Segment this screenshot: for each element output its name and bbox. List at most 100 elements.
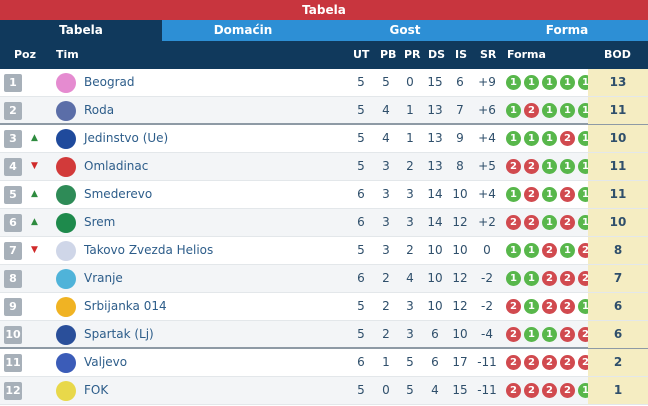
stat-ut: 5: [357, 103, 365, 117]
stat-ut: 5: [357, 383, 365, 397]
form-loss-badge: 2: [506, 159, 521, 174]
team-logo-icon: [56, 185, 76, 205]
team-name-link[interactable]: Vranje: [84, 271, 123, 285]
header-pb[interactable]: PB: [380, 48, 397, 61]
table-row[interactable]: 6 ▲ Srem 6 3 3 14 12 +2 2 2 1 2 1 10: [0, 209, 648, 237]
stat-ds: 10: [427, 271, 443, 285]
stat-pb: 2: [382, 271, 390, 285]
team-name-link[interactable]: Spartak (Lj): [84, 327, 154, 341]
team-name-link[interactable]: Beograd: [84, 75, 135, 89]
form-loss-badge: 2: [506, 215, 521, 230]
stat-pb: 3: [382, 187, 390, 201]
stat-ut: 6: [357, 355, 365, 369]
team-logo-icon: [56, 157, 76, 177]
form-win-badge: 1: [524, 243, 539, 258]
points-value: 8: [588, 237, 648, 264]
team-name-link[interactable]: FOK: [84, 383, 109, 397]
table-row[interactable]: 9 Srbijanka 014 5 2 3 10 12 -2 2 1 2 2 1 6: [0, 293, 648, 321]
team-logo-icon: [56, 325, 76, 345]
team-name-link[interactable]: Valjevo: [84, 355, 128, 369]
team-logo-icon: [56, 353, 76, 373]
form-win-badge: 1: [542, 75, 557, 90]
tab-tabela[interactable]: Tabela: [0, 20, 162, 41]
position-badge: 11: [4, 354, 22, 372]
form-win-badge: 1: [542, 131, 557, 146]
form-win-badge: 1: [542, 159, 557, 174]
stat-ds: 14: [427, 215, 443, 229]
position-badge: 1: [4, 74, 22, 92]
form-loss-badge: 2: [560, 271, 575, 286]
stat-is: 8: [456, 159, 464, 173]
stat-is: 7: [456, 103, 464, 117]
stat-pb: 3: [382, 159, 390, 173]
team-name-link[interactable]: Roda: [84, 103, 115, 117]
standings-table: 1 Beograd 5 5 0 15 6 +9 1 1 1 1 1 13 2 Roda 5 4 1 13 7 +6 1 2 1 1…: [0, 69, 648, 405]
table-row[interactable]: 7 ▼ Takovo Zvezda Helios 5 3 2 10 10 0 1 1 2 1 2 8: [0, 237, 648, 265]
stat-ut: 5: [357, 75, 365, 89]
stat-pr: 3: [406, 215, 414, 229]
table-row[interactable]: 1 Beograd 5 5 0 15 6 +9 1 1 1 1 1 13: [0, 69, 648, 97]
header-bod[interactable]: BOD: [604, 48, 631, 61]
team-name-link[interactable]: Smederevo: [84, 187, 153, 201]
team-logo-icon: [56, 241, 76, 261]
table-row[interactable]: 5 ▲ Smederevo 6 3 3 14 10 +4 1 2 1 2 1 11: [0, 181, 648, 209]
table-row[interactable]: 11 Valjevo 6 1 5 6 17 -11 2 2 2 2 2 2: [0, 349, 648, 377]
team-name-link[interactable]: Omladinac: [84, 159, 149, 173]
trend-up-icon: ▲: [31, 217, 38, 227]
table-row[interactable]: 2 Roda 5 4 1 13 7 +6 1 2 1 1 1 11: [0, 97, 648, 125]
form-loss-badge: 2: [542, 299, 557, 314]
table-row[interactable]: 8 Vranje 6 2 4 10 12 -2 1 1 2 2 2 7: [0, 265, 648, 293]
form-win-badge: 1: [506, 187, 521, 202]
form-win-badge: 1: [524, 75, 539, 90]
form-loss-badge: 2: [524, 187, 539, 202]
stat-pb: 5: [382, 75, 390, 89]
table-row[interactable]: 4 ▼ Omladinac 5 3 2 13 8 +5 2 2 1 1 1 11: [0, 153, 648, 181]
stat-pb: 3: [382, 215, 390, 229]
stat-sr: +4: [478, 131, 496, 145]
form-loss-badge: 2: [542, 271, 557, 286]
header-forma[interactable]: Forma: [507, 48, 546, 61]
form-win-badge: 1: [542, 103, 557, 118]
tab-gost[interactable]: Gost: [324, 20, 486, 41]
stat-ut: 5: [357, 327, 365, 341]
form-loss-badge: 2: [506, 327, 521, 342]
team-logo-icon: [56, 101, 76, 121]
team-name-link[interactable]: Jedinstvo (Ue): [84, 131, 169, 145]
form-loss-badge: 2: [524, 103, 539, 118]
tab-forma[interactable]: Forma: [486, 20, 648, 41]
header-tim[interactable]: Tim: [56, 48, 79, 61]
position-badge: 7: [4, 242, 22, 260]
position-badge: 4: [4, 158, 22, 176]
header-sr[interactable]: SR: [480, 48, 497, 61]
stat-pb: 2: [382, 327, 390, 341]
stat-ds: 13: [427, 131, 443, 145]
stat-ds: 13: [427, 159, 443, 173]
table-row[interactable]: 10 Spartak (Lj) 5 2 3 6 10 -4 2 1 1 2 2 6: [0, 321, 648, 349]
stat-pr: 5: [406, 383, 414, 397]
team-logo-icon: [56, 129, 76, 149]
header-ut[interactable]: UT: [353, 48, 370, 61]
stat-pr: 3: [406, 327, 414, 341]
tab-domacin[interactable]: Domaćin: [162, 20, 324, 41]
form-win-badge: 1: [560, 75, 575, 90]
table-row[interactable]: 3 ▲ Jedinstvo (Ue) 5 4 1 13 9 +4 1 1 1 2 1 10: [0, 125, 648, 153]
stat-ut: 6: [357, 187, 365, 201]
header-poz[interactable]: Poz: [14, 48, 37, 61]
team-name-link[interactable]: Takovo Zvezda Helios: [84, 243, 214, 257]
team-logo-icon: [56, 297, 76, 317]
team-name-link[interactable]: Srem: [84, 215, 116, 229]
position-badge: 12: [4, 382, 22, 400]
header-ds[interactable]: DS: [428, 48, 446, 61]
table-header: Poz Tim UT PB PR DS IS SR Forma BOD: [0, 41, 648, 69]
stat-is: 6: [456, 75, 464, 89]
team-name-link[interactable]: Srbijanka 014: [84, 299, 167, 313]
stat-pb: 1: [382, 355, 390, 369]
table-row[interactable]: 12 FOK 5 0 5 4 15 -11 2 2 2 2 1 1: [0, 377, 648, 405]
header-pr[interactable]: PR: [404, 48, 421, 61]
header-is[interactable]: IS: [455, 48, 468, 61]
